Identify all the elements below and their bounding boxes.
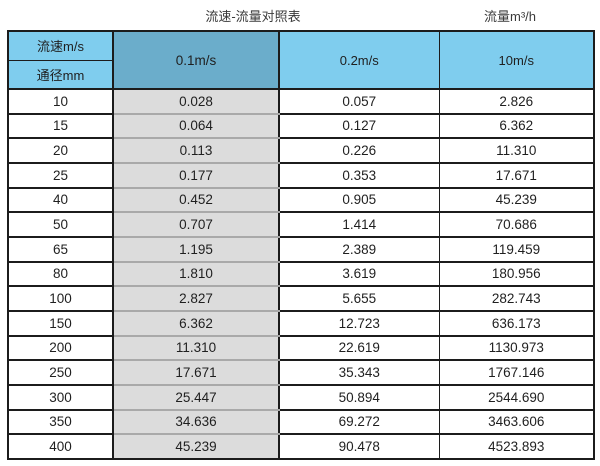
flow-value-cell-10ms: 2544.690	[438, 383, 595, 411]
flow-value-cell-10ms: 70.686	[438, 211, 595, 238]
flow-value-cell-0-2ms: 22.619	[278, 334, 440, 362]
flow-value-cell-0-2ms: 69.272	[278, 408, 440, 436]
header-row-bottom: 通径mm	[7, 59, 594, 90]
table-row: 40 0.452 0.905 45.239	[7, 186, 595, 214]
diameter-cell: 10	[7, 88, 114, 115]
flow-value-cell-0-2ms: 90.478	[278, 433, 440, 460]
flow-value-cell-0-2ms: 0.226	[278, 137, 440, 164]
flow-value-cell-0-1ms: 11.310	[112, 334, 280, 362]
table-row: 400 45.239 90.478 4523.893	[7, 433, 595, 460]
header-row-top: 流速m/s 0.1m/s 0.2m/s 10m/s	[7, 30, 595, 90]
table-body: 10 0.028 0.057 2.826 15 0.064 0.127 6.362 20 0.11…	[7, 88, 595, 460]
flow-value-cell-10ms: 1767.146	[438, 359, 595, 386]
diameter-cell: 350	[7, 408, 114, 436]
flow-value-cell-0-1ms: 2.827	[112, 285, 280, 312]
diameter-cell: 40	[7, 186, 114, 214]
flow-value-cell-0-1ms: 0.113	[112, 137, 280, 164]
flow-value-cell-10ms: 45.239	[438, 186, 595, 214]
flow-value-cell-0-1ms: 45.239	[112, 433, 280, 460]
flow-value-cell-10ms: 4523.893	[438, 433, 595, 460]
flow-rate-table: 流速m/s 0.1m/s 0.2m/s 10m/s 通径mm 10 0.028 0.…	[7, 30, 595, 460]
flow-value-cell-0-1ms: 0.064	[112, 112, 280, 140]
flow-value-cell-0-1ms: 25.447	[112, 383, 280, 411]
table-row: 15 0.064 0.127 6.362	[7, 112, 595, 140]
corner-flow-speed-label: 流速m/s	[7, 30, 114, 61]
diameter-cell: 50	[7, 211, 114, 238]
flow-value-cell-0-2ms: 12.723	[278, 309, 440, 337]
flow-value-cell-0-1ms: 0.177	[112, 161, 280, 189]
diameter-cell: 20	[7, 137, 114, 164]
table-row: 350 34.636 69.272 3463.606	[7, 408, 595, 436]
table-row: 100 2.827 5.655 282.743	[7, 285, 595, 312]
flow-value-cell-10ms: 282.743	[438, 285, 595, 312]
diameter-cell: 25	[7, 161, 114, 189]
flow-value-cell-0-2ms: 0.353	[278, 161, 440, 189]
table-row: 80 1.810 3.619 180.956	[7, 260, 595, 288]
diameter-cell: 80	[7, 260, 114, 288]
flow-value-cell-0-2ms: 0.127	[278, 112, 440, 140]
diameter-cell: 300	[7, 383, 114, 411]
diameter-cell: 15	[7, 112, 114, 140]
flow-value-cell-0-2ms: 35.343	[278, 359, 440, 386]
flow-value-cell-10ms: 3463.606	[438, 408, 595, 436]
flow-value-cell-0-1ms: 0.452	[112, 186, 280, 214]
flow-value-cell-0-2ms: 5.655	[278, 285, 440, 312]
diameter-cell: 65	[7, 235, 114, 263]
diameter-cell: 250	[7, 359, 114, 386]
flow-value-cell-0-2ms: 0.057	[278, 88, 440, 115]
table-row: 200 11.310 22.619 1130.973	[7, 334, 595, 362]
diameter-cell: 150	[7, 309, 114, 337]
flow-value-cell-0-1ms: 17.671	[112, 359, 280, 386]
table-row: 20 0.113 0.226 11.310	[7, 137, 595, 164]
table-row: 50 0.707 1.414 70.686	[7, 211, 595, 238]
flow-value-cell-10ms: 17.671	[438, 161, 595, 189]
flow-value-cell-0-1ms: 1.195	[112, 235, 280, 263]
flow-value-cell-10ms: 119.459	[438, 235, 595, 263]
flow-value-cell-10ms: 636.173	[438, 309, 595, 337]
table-row: 150 6.362 12.723 636.173	[7, 309, 595, 337]
flow-value-cell-0-1ms: 6.362	[112, 309, 280, 337]
flow-value-cell-0-2ms: 1.414	[278, 211, 440, 238]
flow-value-cell-0-1ms: 1.810	[112, 260, 280, 288]
column-header-0-2ms: 0.2m/s	[278, 30, 440, 90]
flow-value-cell-0-1ms: 0.028	[112, 88, 280, 115]
table-header: 流速m/s 0.1m/s 0.2m/s 10m/s 通径mm	[7, 30, 595, 90]
table-row: 10 0.028 0.057 2.826	[7, 88, 595, 115]
table-row: 25 0.177 0.353 17.671	[7, 161, 595, 189]
flow-value-cell-0-1ms: 0.707	[112, 211, 280, 238]
flow-value-cell-0-2ms: 2.389	[278, 235, 440, 263]
table-title: 流速-流量对照表	[205, 9, 301, 24]
flow-unit-label: 流量m³/h	[483, 9, 537, 24]
flow-value-cell-10ms: 11.310	[438, 137, 595, 164]
flow-value-cell-0-1ms: 34.636	[112, 408, 280, 436]
flow-value-cell-0-2ms: 50.894	[278, 383, 440, 411]
flow-value-cell-10ms: 2.826	[438, 88, 595, 115]
diameter-cell: 100	[7, 285, 114, 312]
column-header-0-1ms: 0.1m/s	[112, 30, 280, 90]
diameter-cell: 200	[7, 334, 114, 362]
flow-value-cell-0-2ms: 0.905	[278, 186, 440, 214]
table-row: 300 25.447 50.894 2544.690	[7, 383, 595, 411]
diameter-cell: 400	[7, 433, 114, 460]
flow-value-cell-10ms: 180.956	[438, 260, 595, 288]
table-row: 250 17.671 35.343 1767.146	[7, 359, 595, 386]
corner-diameter-label: 通径mm	[7, 59, 114, 90]
flow-value-cell-0-2ms: 3.619	[278, 260, 440, 288]
column-header-10ms: 10m/s	[438, 30, 595, 90]
flow-value-cell-10ms: 1130.973	[438, 334, 595, 362]
table-row: 65 1.195 2.389 119.459	[7, 235, 595, 263]
flow-value-cell-10ms: 6.362	[438, 112, 595, 140]
